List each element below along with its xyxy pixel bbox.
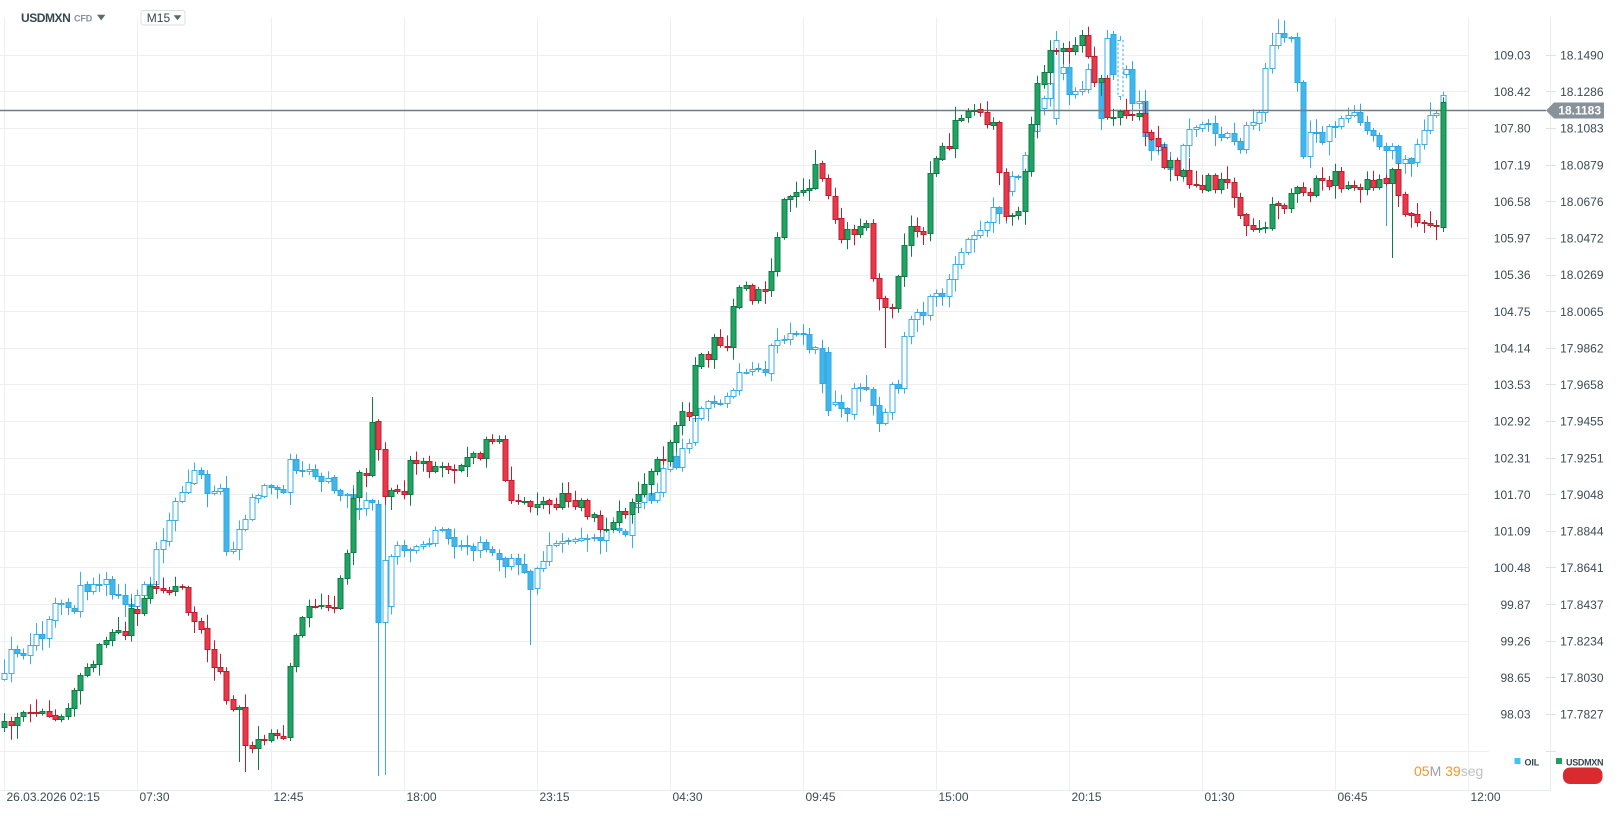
svg-text:18.0269: 18.0269 (1560, 268, 1604, 282)
svg-text:106.58: 106.58 (1494, 195, 1531, 209)
svg-text:98.65: 98.65 (1500, 671, 1530, 685)
svg-text:99.87: 99.87 (1500, 598, 1530, 612)
svg-text:18.1083: 18.1083 (1560, 122, 1604, 136)
svg-text:107.19: 107.19 (1494, 158, 1531, 172)
svg-text:18.0879: 18.0879 (1560, 158, 1604, 172)
svg-text:17.8437: 17.8437 (1560, 598, 1604, 612)
svg-text:CFD: CFD (74, 14, 93, 24)
svg-text:23:15: 23:15 (540, 790, 570, 804)
svg-text:17.9455: 17.9455 (1560, 415, 1604, 429)
svg-text:M15: M15 (147, 11, 171, 25)
svg-text:USDMXN: USDMXN (1566, 758, 1603, 768)
svg-text:18.1286: 18.1286 (1560, 85, 1604, 99)
svg-text:98.03: 98.03 (1500, 708, 1530, 722)
svg-text:104.75: 104.75 (1494, 305, 1531, 319)
svg-text:17.9658: 17.9658 (1560, 378, 1604, 392)
svg-text:18.0472: 18.0472 (1560, 232, 1604, 246)
svg-text:102.92: 102.92 (1494, 415, 1531, 429)
svg-text:09:45: 09:45 (806, 790, 836, 804)
svg-text:17.8844: 17.8844 (1560, 525, 1604, 539)
svg-text:102.31: 102.31 (1494, 451, 1531, 465)
svg-text:100.48: 100.48 (1494, 561, 1531, 575)
svg-text:12:45: 12:45 (274, 790, 304, 804)
svg-text:101.09: 101.09 (1494, 525, 1531, 539)
svg-text:99.26: 99.26 (1500, 634, 1530, 648)
svg-text:06:45: 06:45 (1338, 790, 1368, 804)
svg-text:01:30: 01:30 (1205, 790, 1235, 804)
svg-text:18.0676: 18.0676 (1560, 195, 1604, 209)
svg-text:17.7827: 17.7827 (1560, 708, 1604, 722)
svg-text:05M 39seg: 05M 39seg (1414, 763, 1483, 779)
svg-text:OIL: OIL (1525, 758, 1540, 768)
svg-text:101.70: 101.70 (1494, 488, 1531, 502)
svg-text:17.9862: 17.9862 (1560, 342, 1604, 356)
svg-text:108.42: 108.42 (1494, 85, 1531, 99)
svg-text:17.9048: 17.9048 (1560, 488, 1604, 502)
svg-text:105.97: 105.97 (1494, 232, 1531, 246)
svg-text:18.1183: 18.1183 (1558, 104, 1601, 118)
svg-text:20:15: 20:15 (1072, 790, 1102, 804)
svg-text:15:00: 15:00 (939, 790, 969, 804)
svg-text:17.8030: 17.8030 (1560, 671, 1604, 685)
svg-text:04:30: 04:30 (673, 790, 703, 804)
svg-text:18.0065: 18.0065 (1560, 305, 1604, 319)
svg-text:105.36: 105.36 (1494, 268, 1531, 282)
svg-text:103.53: 103.53 (1494, 378, 1531, 392)
svg-text:17.8234: 17.8234 (1560, 634, 1604, 648)
svg-text:18.1490: 18.1490 (1560, 49, 1604, 63)
svg-text:18:00: 18:00 (407, 790, 437, 804)
svg-text:17.9251: 17.9251 (1560, 451, 1604, 465)
svg-text:12:00: 12:00 (1471, 790, 1501, 804)
svg-text:104.14: 104.14 (1494, 342, 1531, 356)
svg-text:26.03.2026 02:15: 26.03.2026 02:15 (7, 790, 101, 804)
svg-text:107.80: 107.80 (1494, 122, 1531, 136)
svg-text:109.03: 109.03 (1494, 49, 1531, 63)
svg-text:17.8641: 17.8641 (1560, 561, 1604, 575)
svg-text:07:30: 07:30 (140, 790, 170, 804)
svg-text:USDMXN: USDMXN (21, 11, 70, 25)
